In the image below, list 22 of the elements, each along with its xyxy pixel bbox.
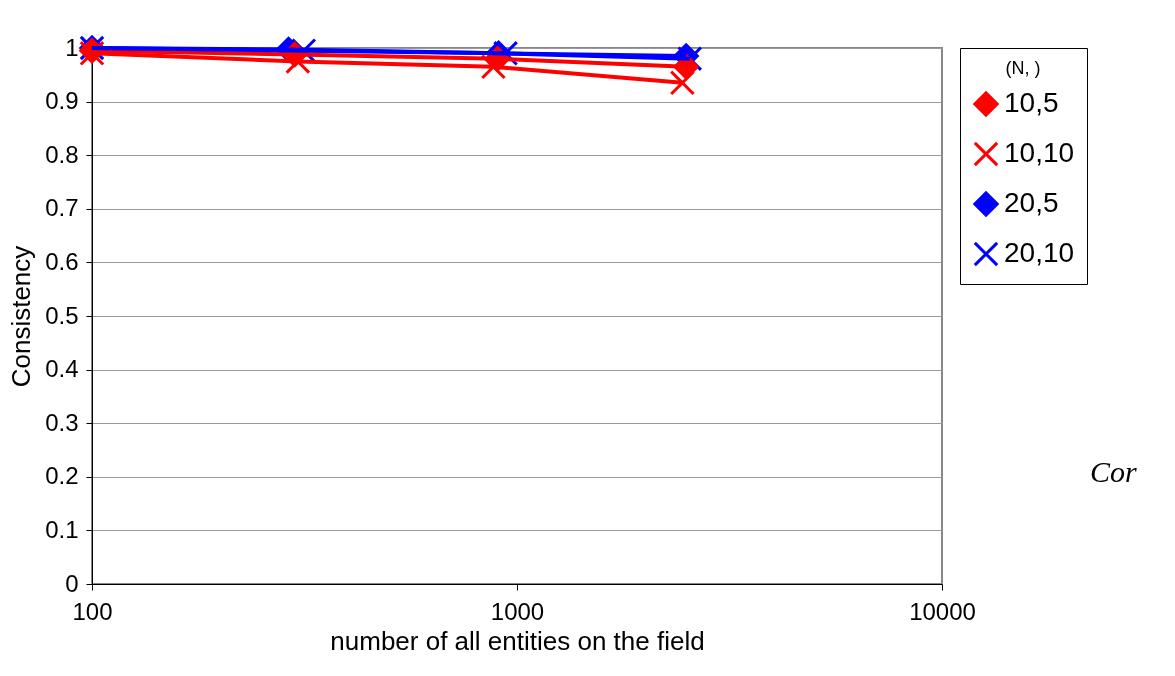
y-tick-label: 0.9 (45, 87, 79, 115)
legend-label: 10,5 (1004, 87, 1059, 118)
x-tick-label: 10000 (909, 597, 976, 625)
legend-label: 10,10 (1004, 137, 1075, 168)
y-tick-label: 0.2 (45, 462, 79, 490)
legend-label: 20,5 (1004, 187, 1059, 218)
y-tick-label: 0.3 (45, 408, 79, 436)
x-tick-label: 100 (72, 597, 113, 625)
legend-label: 20,10 (1004, 237, 1075, 268)
y-tick-label: 0.7 (45, 194, 79, 222)
y-tick-label: 1 (65, 33, 79, 61)
x-axis-title: number of all entities on the field (330, 625, 705, 656)
y-axis-title: Consistency (6, 245, 37, 388)
y-tick-label: 0.5 (45, 301, 79, 329)
y-tick-label: 0.1 (45, 515, 79, 543)
y-tick-label: 0.6 (45, 247, 79, 275)
legend-title: (N, ) (1005, 58, 1041, 78)
y-tick-label: 0 (65, 569, 79, 597)
text: Cor (1090, 455, 1137, 489)
y-tick-label: 0.8 (45, 140, 79, 168)
y-tick-label: 0.4 (45, 355, 79, 383)
x-tick-label: 1000 (490, 597, 545, 625)
